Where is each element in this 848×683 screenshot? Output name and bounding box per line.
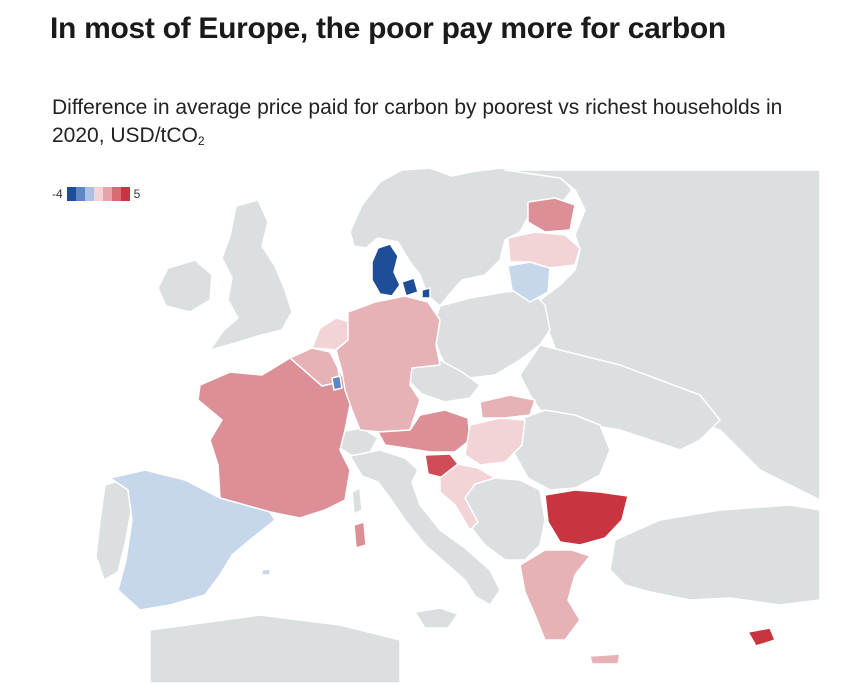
- legend-swatch: [102, 187, 112, 201]
- legend-swatch: [75, 187, 85, 201]
- base-land: [95, 167, 821, 683]
- chart-title: In most of Europe, the poor pay more for…: [50, 12, 726, 45]
- chart-subtitle: Difference in average price paid for car…: [52, 94, 812, 155]
- region-east: [504, 169, 821, 501]
- country-estonia: [527, 197, 576, 233]
- country-germany: [335, 295, 441, 433]
- subtitle-text: Difference in average price paid for car…: [52, 96, 783, 147]
- country-croatia: [439, 463, 496, 531]
- data-countries: [109, 197, 776, 665]
- country-greece: [519, 549, 621, 665]
- region-sicily: [414, 607, 459, 629]
- region-italy: [349, 449, 501, 606]
- color-legend: -4 5: [52, 186, 140, 202]
- region-czechia: [409, 359, 481, 403]
- region-turkey: [609, 504, 821, 606]
- region-poland: [431, 289, 551, 379]
- subtitle-subscript: 2: [197, 134, 205, 148]
- country-luxembourg: [331, 375, 343, 391]
- legend-swatch: [93, 187, 103, 201]
- country-spain: [109, 469, 276, 611]
- region-north-africa: [149, 614, 401, 683]
- legend-swatch: [66, 187, 76, 201]
- legend-max-label: 5: [133, 187, 141, 201]
- region-great-britain: [209, 199, 293, 351]
- legend-swatch: [84, 187, 94, 201]
- region-ukraine: [519, 344, 721, 451]
- legend-swatch: [120, 187, 130, 201]
- region-scandinavia: [349, 167, 573, 307]
- country-slovakia: [479, 394, 536, 419]
- country-latvia: [507, 231, 581, 269]
- country-malta: [261, 568, 271, 576]
- legend-scale: [66, 187, 130, 201]
- region-sardinia: [353, 521, 367, 549]
- country-cyprus: [747, 627, 776, 647]
- country-bulgaria: [544, 489, 629, 546]
- legend-min-label: -4: [52, 187, 63, 201]
- legend-swatch: [111, 187, 121, 201]
- region-corsica: [351, 487, 363, 515]
- region-ireland: [157, 259, 213, 313]
- country-denmark: [371, 243, 431, 299]
